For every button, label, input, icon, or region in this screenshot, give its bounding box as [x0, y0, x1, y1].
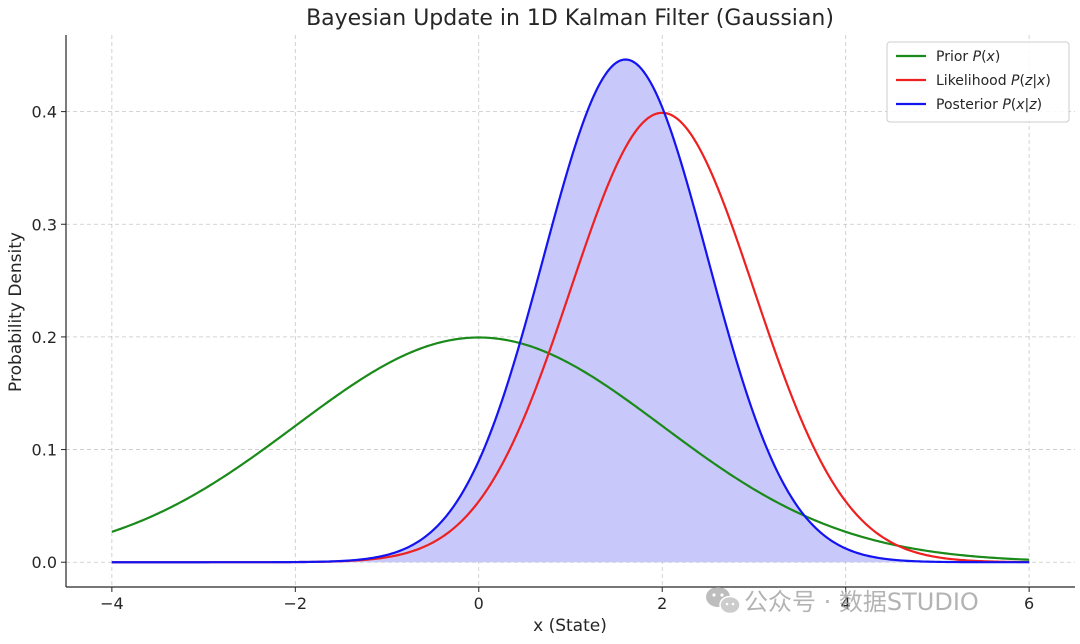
x-axis-ticks: −4 −2 0 2 4 6 — [100, 587, 1034, 613]
y-tick-label: 0.4 — [32, 103, 57, 122]
x-tick-label: −4 — [100, 594, 124, 613]
legend-label: Likelihood P(z|x) — [936, 73, 1051, 89]
watermark: 公众号 · 数据STUDIO — [706, 587, 979, 616]
legend-box — [886, 41, 1070, 123]
legend-label: Posterior P(x|z) — [936, 97, 1042, 113]
y-tick-label: 0.0 — [32, 553, 57, 572]
x-tick-label: 4 — [841, 594, 851, 613]
x-tick-label: 2 — [657, 594, 667, 613]
series-lines — [111, 58, 1030, 564]
x-tick-label: −2 — [284, 594, 308, 613]
chart-title: Bayesian Update in 1D Kalman Filter (Gau… — [306, 6, 834, 31]
y-axis-label: Probability Density — [6, 232, 26, 392]
x-tick-label: 6 — [1024, 594, 1034, 613]
fills — [111, 59, 1030, 563]
y-tick-label: 0.2 — [32, 328, 57, 347]
axes-spines — [65, 35, 1075, 588]
wechat-icon — [706, 587, 741, 615]
legend-label: Prior P(x) — [936, 49, 1000, 65]
x-tick-label: 0 — [474, 594, 484, 613]
watermark-text: 公众号 · 数据STUDIO — [744, 588, 979, 616]
series-line-2 — [111, 58, 1030, 564]
legend: Prior P(x) Likelihood P(z|x) Posterior P(x… — [886, 41, 1070, 123]
y-axis-ticks: 0.0 0.1 0.2 0.3 0.4 — [32, 103, 66, 572]
x-axis-label: x (State) — [533, 616, 607, 636]
series-line-0 — [111, 336, 1030, 561]
posterior-area-fill — [111, 59, 1030, 563]
y-tick-label: 0.1 — [32, 441, 57, 460]
y-tick-label: 0.3 — [32, 215, 57, 234]
